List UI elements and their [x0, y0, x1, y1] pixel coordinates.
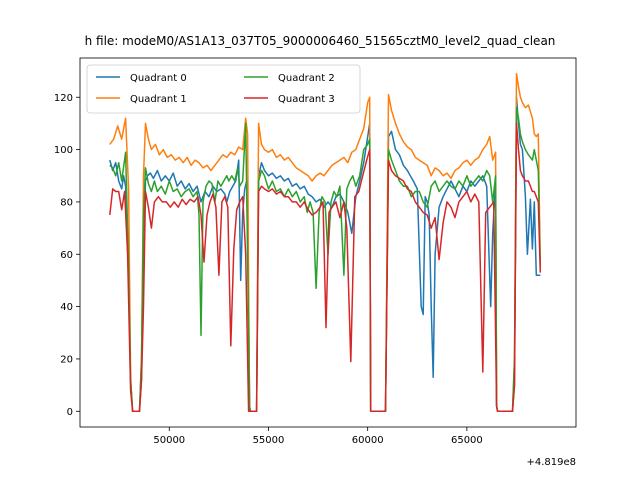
- legend-label: Quadrant 0: [130, 73, 187, 84]
- x-tick-label: 50000: [153, 435, 185, 446]
- y-axis: 0 20 40 60 80 100 120: [54, 93, 80, 418]
- series-line-quadrant-3: [109, 122, 542, 413]
- x-axis: 50000 55000 60000 65000: [153, 427, 483, 446]
- plot-frame: [79, 57, 577, 428]
- legend-box: [86, 64, 361, 114]
- x-offset-label: +4.819e8: [526, 457, 576, 468]
- y-tick-label: 0: [67, 407, 73, 418]
- legend-label: Quadrant 3: [278, 94, 335, 105]
- series-line-quadrant-1: [109, 72, 542, 413]
- x-tick-label: 60000: [352, 435, 384, 446]
- x-tick-label: 65000: [451, 435, 483, 446]
- y-tick-label: 120: [54, 93, 73, 104]
- legend: Quadrant 0 Quadrant 1 Quadrant 2 Quadrant 3: [86, 64, 361, 114]
- y-tick-label: 80: [60, 197, 73, 208]
- series-line-quadrant-2: [109, 106, 542, 413]
- y-tick-label: 60: [60, 250, 73, 261]
- y-tick-label: 40: [60, 302, 73, 313]
- y-tick-label: 20: [60, 354, 73, 365]
- chart-title: h file: modeM0/AS1A13_037T05_9000006460_…: [85, 34, 556, 48]
- legend-label: Quadrant 2: [278, 73, 335, 84]
- legend-label: Quadrant 1: [130, 94, 187, 105]
- x-tick-label: 55000: [253, 435, 285, 446]
- series-layer: [109, 72, 542, 413]
- series-line-quadrant-0: [109, 96, 541, 413]
- y-tick-label: 100: [54, 145, 73, 156]
